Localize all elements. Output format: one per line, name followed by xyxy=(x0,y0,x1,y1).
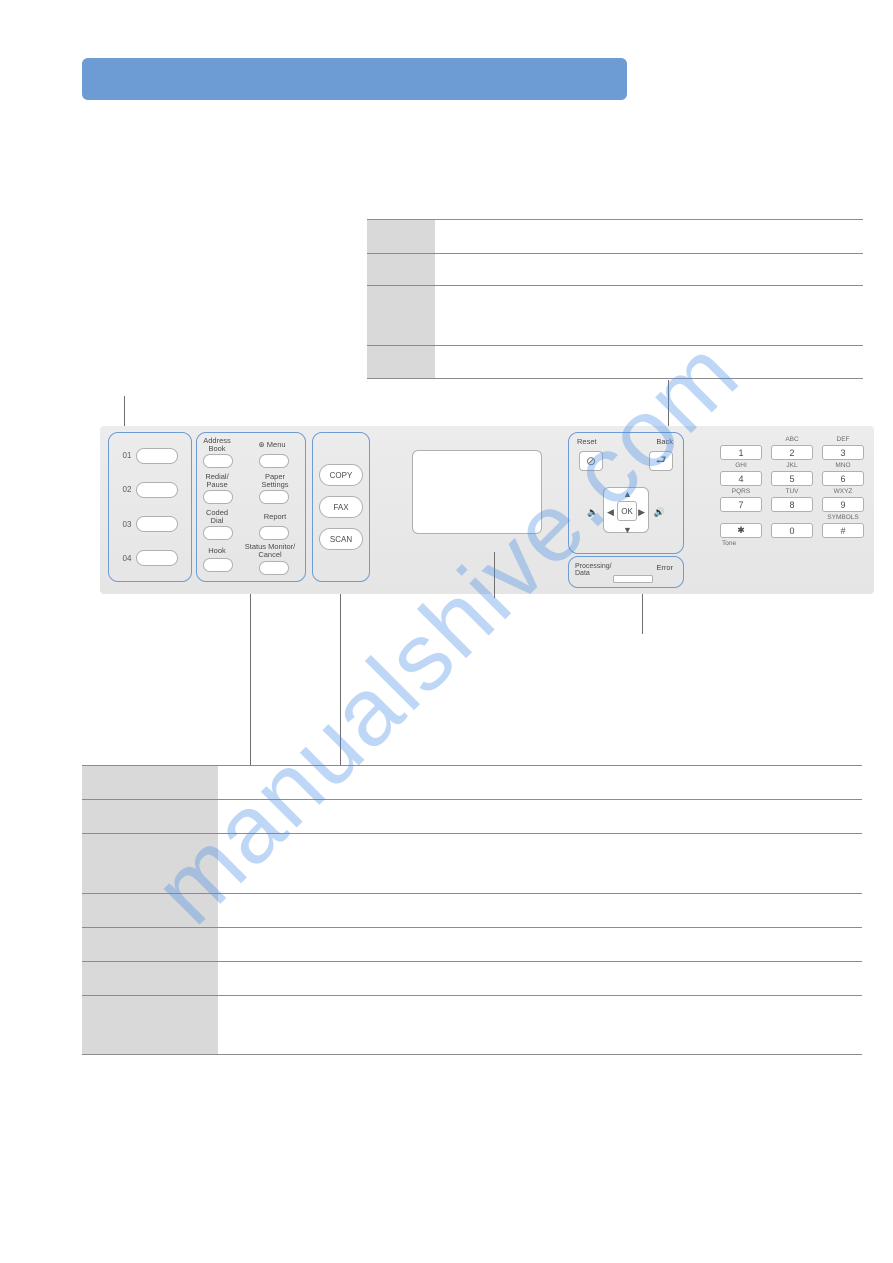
arrow-left-icon[interactable]: ◀ xyxy=(607,507,614,518)
one-touch-04[interactable]: 04 xyxy=(118,547,182,570)
speaker-high-icon: 🔊 xyxy=(654,507,665,518)
ok-button[interactable]: OK xyxy=(617,501,637,521)
mode-group: COPY FAX SCAN xyxy=(312,432,370,582)
key-3[interactable]: 3 xyxy=(822,445,864,460)
table-row xyxy=(82,893,862,927)
table-row xyxy=(82,927,862,961)
coded-dial-label: CodedDial xyxy=(201,509,233,525)
key-8[interactable]: 8 xyxy=(771,497,813,512)
upper-table xyxy=(367,219,863,379)
one-touch-01[interactable]: 01 xyxy=(118,444,182,467)
menu-label: ⊛ Menu xyxy=(247,441,297,449)
table-row xyxy=(367,285,863,345)
pointer-line xyxy=(642,594,643,634)
table-row xyxy=(367,345,863,379)
status-indicator-slot xyxy=(613,575,653,583)
function-buttons-group: AddressBook Redial/Pause CodedDial Hook … xyxy=(196,432,306,582)
lcd-display xyxy=(412,450,542,534)
table-row xyxy=(82,961,862,995)
address-book-button[interactable] xyxy=(203,454,233,468)
table-row xyxy=(82,799,862,833)
key-9[interactable]: 9 xyxy=(822,497,864,512)
status-monitor-button[interactable] xyxy=(259,561,289,575)
status-group: Processing/Data Error xyxy=(568,556,684,588)
scan-button[interactable]: SCAN xyxy=(319,528,363,550)
processing-data-label: Processing/Data xyxy=(575,563,612,577)
redial-pause-label: Redial/Pause xyxy=(201,473,233,489)
key-1[interactable]: 1 xyxy=(720,445,762,460)
key-4[interactable]: 4 xyxy=(720,471,762,486)
arrow-up-icon[interactable]: ▲ xyxy=(623,489,632,499)
address-book-label: AddressBook xyxy=(201,437,233,453)
paper-settings-label: PaperSettings xyxy=(255,473,295,489)
key-2[interactable]: 2 xyxy=(771,445,813,460)
report-label: Report xyxy=(255,513,295,521)
tone-label: Tone xyxy=(722,540,866,547)
one-touch-03[interactable]: 03 xyxy=(118,513,182,536)
hook-label: Hook xyxy=(201,547,233,555)
copy-button[interactable]: COPY xyxy=(319,464,363,486)
reset-button[interactable]: ⊘ xyxy=(579,451,603,471)
fax-button[interactable]: FAX xyxy=(319,496,363,518)
pointer-line xyxy=(340,594,341,766)
key-6[interactable]: 6 xyxy=(822,471,864,486)
pointer-line xyxy=(494,552,495,598)
error-label: Error xyxy=(656,563,673,572)
numeric-keypad: 1 ABC2 DEF3 GHI4 JKL5 MNO6 PQRS7 TUV8 WX… xyxy=(718,436,866,547)
table-row xyxy=(82,995,862,1055)
reset-label: Reset xyxy=(577,437,597,446)
report-button[interactable] xyxy=(259,526,289,540)
paper-settings-button[interactable] xyxy=(259,490,289,504)
lower-table xyxy=(82,765,862,1055)
coded-dial-button[interactable] xyxy=(203,526,233,540)
pointer-line xyxy=(250,594,251,766)
table-row xyxy=(82,833,862,893)
status-monitor-label: Status Monitor/Cancel xyxy=(239,543,301,559)
back-button[interactable]: ⮐ xyxy=(649,451,673,471)
one-touch-02[interactable]: 02 xyxy=(118,478,182,501)
table-row xyxy=(367,253,863,285)
arrow-right-icon[interactable]: ▶ xyxy=(638,507,645,518)
dpad: OK ▲ ▼ ◀ ▶ 🔈 🔊 xyxy=(587,477,665,547)
back-label: Back xyxy=(656,437,673,446)
navigation-group: Reset Back ⊘ ⮐ OK ▲ ▼ ◀ ▶ 🔈 🔊 xyxy=(568,432,684,554)
redial-pause-button[interactable] xyxy=(203,490,233,504)
table-row xyxy=(82,765,862,799)
control-panel: 01 02 03 04 AddressBook Redial/Pause Cod… xyxy=(100,426,874,594)
one-touch-group: 01 02 03 04 xyxy=(108,432,192,582)
key-5[interactable]: 5 xyxy=(771,471,813,486)
key-star[interactable]: ✱ xyxy=(720,523,762,538)
arrow-down-icon[interactable]: ▼ xyxy=(623,525,632,535)
key-7[interactable]: 7 xyxy=(720,497,762,512)
hook-button[interactable] xyxy=(203,558,233,572)
speaker-low-icon: 🔈 xyxy=(587,507,598,518)
key-hash[interactable]: # xyxy=(822,523,864,538)
header-bar xyxy=(82,58,627,100)
menu-button[interactable] xyxy=(259,454,289,468)
table-row xyxy=(367,219,863,253)
key-0[interactable]: 0 xyxy=(771,523,813,538)
